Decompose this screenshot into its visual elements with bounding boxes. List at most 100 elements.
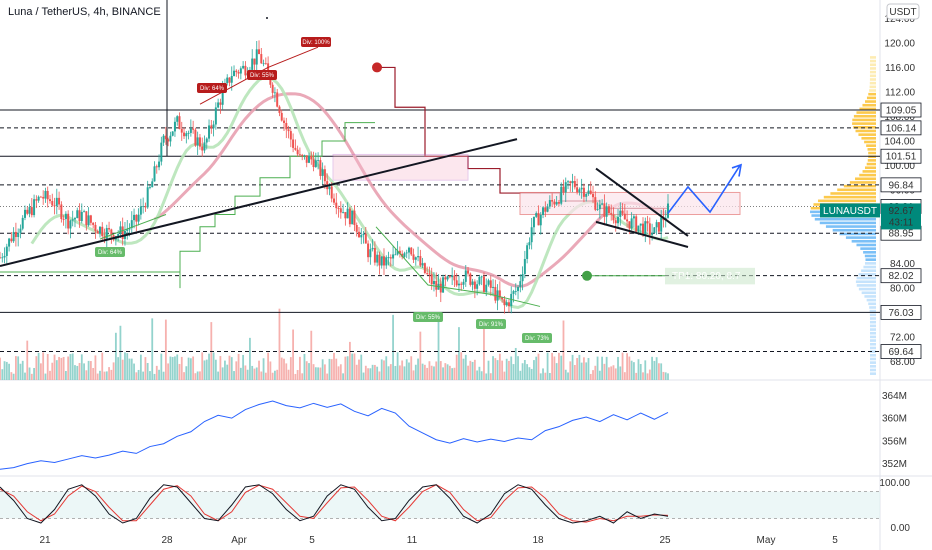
volume-bar <box>244 365 247 380</box>
volume-bar <box>433 366 435 380</box>
volume-bar <box>8 363 10 380</box>
volume-profile-bar <box>856 111 876 114</box>
candle-body <box>389 257 392 259</box>
volume-bar <box>205 359 208 380</box>
volume-profile-bar <box>859 173 876 177</box>
level-price-tag <box>880 177 922 193</box>
candle-body <box>53 205 56 207</box>
volume-profile-bar <box>869 328 876 331</box>
candle-body <box>657 222 660 232</box>
volume-bar <box>235 361 238 380</box>
candle-body <box>185 133 188 137</box>
candle-body <box>476 284 479 289</box>
volume-bar <box>267 352 270 380</box>
candle-body <box>198 137 201 147</box>
volume-bar <box>476 370 479 380</box>
volume-bar <box>564 369 567 380</box>
level-price-label: 96.84 <box>888 180 913 191</box>
volume-profile-bar <box>870 368 876 372</box>
volume-bar <box>287 369 290 380</box>
bearish-divergence-flag <box>301 37 331 47</box>
candle-body <box>173 121 176 132</box>
level-price-label: 69.64 <box>888 347 913 358</box>
volume-bar <box>435 361 438 380</box>
volume-bar <box>667 373 669 380</box>
volume-bar <box>203 360 206 380</box>
candle-body <box>492 286 495 288</box>
candle-body <box>139 206 142 215</box>
volume-bar <box>305 361 308 380</box>
volume-bar <box>535 356 538 380</box>
volume-bar <box>224 360 226 380</box>
candle-body <box>667 203 669 218</box>
volume-profile-bar <box>861 269 876 273</box>
obv-axis-tick: 360M <box>882 414 907 425</box>
candle-body <box>119 226 122 234</box>
volume-bar <box>512 364 515 380</box>
volume-bar <box>335 358 338 380</box>
volume-bar <box>617 356 619 380</box>
candle-body <box>71 219 74 221</box>
volume-bar <box>144 357 147 380</box>
candle-body <box>296 149 299 155</box>
volume-profile-bar <box>853 114 876 118</box>
volume-bar <box>464 354 467 380</box>
volume-profile-bar <box>869 320 876 324</box>
candle-body <box>460 283 463 285</box>
candle-body <box>362 233 365 235</box>
candle-body <box>473 281 476 289</box>
candle-body <box>496 290 499 301</box>
candle-body <box>110 229 113 236</box>
candle-body <box>430 274 433 285</box>
candle-body <box>201 146 204 151</box>
volume-bar <box>199 371 201 380</box>
candle-body <box>507 302 510 307</box>
candle-body <box>258 49 261 55</box>
candle-body <box>582 187 585 197</box>
volume-bar <box>544 372 547 380</box>
candle-body <box>651 233 654 235</box>
time-axis-tick: 5 <box>832 535 838 546</box>
volume-bar <box>283 358 285 380</box>
volume-profile-bar <box>870 361 876 364</box>
volume-profile-bar <box>858 287 876 291</box>
candle-body <box>607 206 610 214</box>
volume-bar <box>528 367 531 380</box>
bullish-divergence-label: Div: 91% <box>479 322 504 328</box>
candle-body <box>155 166 158 168</box>
volume-bar <box>608 367 610 380</box>
candle-body <box>501 297 504 300</box>
volume-bar <box>587 357 590 380</box>
volume-profile-bar <box>867 148 876 151</box>
bullish-divergence-flag <box>522 333 552 343</box>
volume-bar <box>128 358 131 380</box>
volume-bar <box>74 365 76 380</box>
volume-bar <box>146 363 149 380</box>
candle-body <box>121 226 124 239</box>
volume-bar <box>246 369 249 380</box>
stoch-axis-tick: 0.00 <box>891 523 911 534</box>
candle-body <box>448 276 451 278</box>
volume-bar <box>455 354 458 380</box>
candle-body <box>355 225 358 232</box>
volume-bar <box>219 356 222 380</box>
candle-body <box>487 280 490 285</box>
volume-bar <box>480 371 483 380</box>
candle-body <box>96 231 99 234</box>
volume-bar <box>421 363 424 380</box>
candle-body <box>244 65 247 76</box>
volume-bar <box>226 364 229 380</box>
candle-body <box>142 206 145 208</box>
volume-bar <box>330 359 333 380</box>
volume-bar <box>149 371 151 380</box>
volume-bar <box>471 361 474 380</box>
volume-bar <box>164 319 167 380</box>
candle-body <box>471 281 474 285</box>
volume-profile-bar <box>870 372 876 375</box>
volume-bar <box>389 364 392 380</box>
bullish-divergence-line-2 <box>375 226 541 307</box>
candle-body <box>64 213 67 220</box>
price-axis-tick: 116.00 <box>885 63 915 74</box>
volume-bar <box>76 365 79 380</box>
